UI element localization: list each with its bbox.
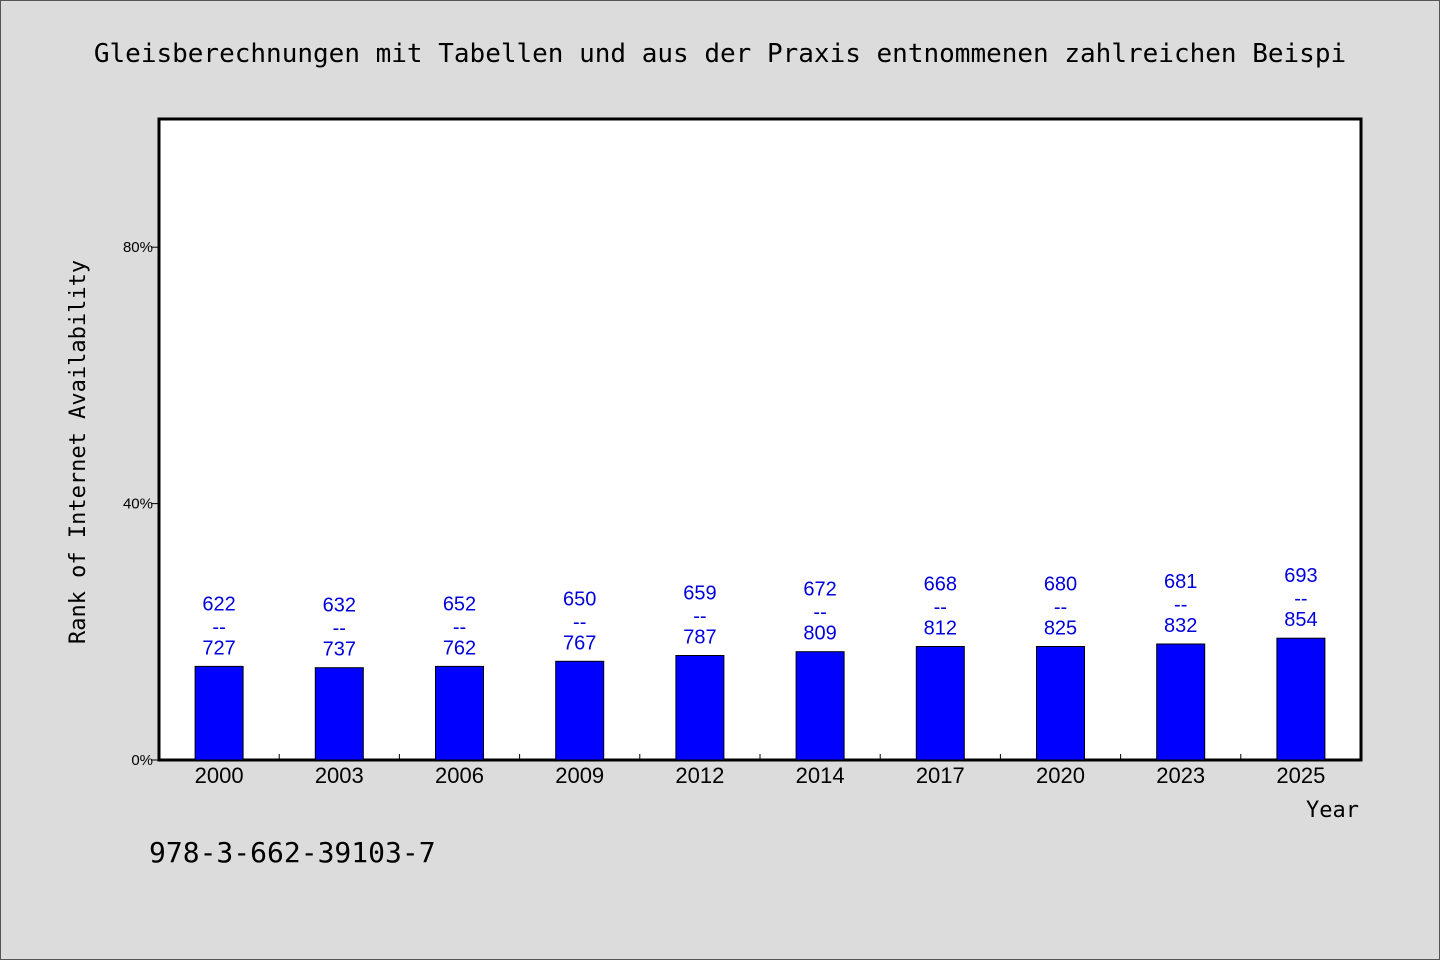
data-label-separator-2014: -- [813, 602, 826, 624]
bar-2020 [1036, 646, 1085, 761]
x-tick-label-2000: 2000 [195, 763, 244, 788]
x-tick-label-2020: 2020 [1036, 763, 1085, 788]
data-label-top-2020: 680 [1044, 574, 1077, 596]
bar-2014 [795, 651, 845, 761]
data-label-top-2025: 693 [1284, 565, 1317, 587]
data-label-bottom-2000: 727 [202, 637, 235, 659]
data-label-bottom-2017: 812 [924, 618, 957, 640]
y-axis-title: Rank of Internet Availability [66, 260, 91, 644]
data-label-bottom-2020: 825 [1044, 618, 1077, 640]
data-label-separator-2006: -- [453, 616, 466, 638]
data-label-top-2012: 659 [683, 583, 716, 605]
data-label-separator-2009: -- [573, 611, 586, 633]
data-label-top-2023: 681 [1164, 571, 1197, 593]
data-labels-group: 727--622737--632762--652767--650787--659… [202, 565, 1317, 661]
y-tick-label-0: 0% [131, 752, 153, 769]
data-label-top-2009: 650 [563, 588, 596, 610]
x-tick-label-2017: 2017 [916, 763, 965, 788]
x-axis: 2000 2003 2006 2009 2012 2014 2017 2020 2023 2025 [195, 754, 1325, 788]
bar-2025 [1276, 637, 1326, 761]
bar-2006 [435, 665, 484, 761]
y-axis: 0% 40% 80% [123, 239, 159, 769]
data-label-bottom-2009: 767 [563, 632, 596, 654]
data-label-top-2000: 622 [202, 593, 235, 615]
data-label-bottom-2014: 809 [803, 623, 836, 645]
data-label-bottom-2012: 787 [683, 627, 716, 649]
y-tick-label-40: 40% [123, 496, 153, 513]
x-axis-title: Year [1306, 798, 1359, 823]
data-label-top-2003: 632 [323, 595, 356, 617]
x-tick-label-2006: 2006 [435, 763, 484, 788]
data-label-bottom-2023: 832 [1164, 615, 1197, 637]
data-label-top-2017: 668 [924, 574, 957, 596]
data-label-separator-2023: -- [1174, 594, 1187, 616]
bar-2012 [675, 655, 725, 761]
data-label-separator-2025: -- [1294, 588, 1307, 610]
data-label-separator-2003: -- [333, 618, 346, 640]
x-tick-label-2023: 2023 [1156, 763, 1205, 788]
data-label-separator-2017: -- [934, 597, 947, 619]
x-tick-label-2009: 2009 [555, 763, 604, 788]
bar-2003 [314, 667, 364, 761]
x-tick-label-2025: 2025 [1276, 763, 1325, 788]
isbn-text: 978-3-662-39103-7 [149, 836, 436, 869]
data-label-separator-2020: -- [1054, 597, 1067, 619]
bars-group [194, 637, 1326, 761]
x-tick-label-2012: 2012 [675, 763, 724, 788]
data-label-top-2006: 652 [443, 593, 476, 615]
y-tick-label-80: 80% [123, 239, 153, 256]
data-label-separator-2000: -- [212, 616, 225, 638]
x-tick-label-2014: 2014 [796, 763, 845, 788]
data-label-bottom-2003: 737 [323, 639, 356, 661]
bar-2000 [194, 665, 244, 761]
bar-2009 [555, 660, 605, 761]
bar-2023 [1156, 643, 1206, 761]
bar-2017 [915, 646, 965, 761]
data-label-separator-2012: -- [693, 606, 706, 628]
x-tick-label-2003: 2003 [315, 763, 364, 788]
data-label-bottom-2006: 762 [443, 637, 476, 659]
chart-title: Gleisberechnungen mit Tabellen und aus d… [94, 39, 1346, 69]
data-label-bottom-2025: 854 [1284, 609, 1317, 631]
data-label-top-2014: 672 [803, 579, 836, 601]
